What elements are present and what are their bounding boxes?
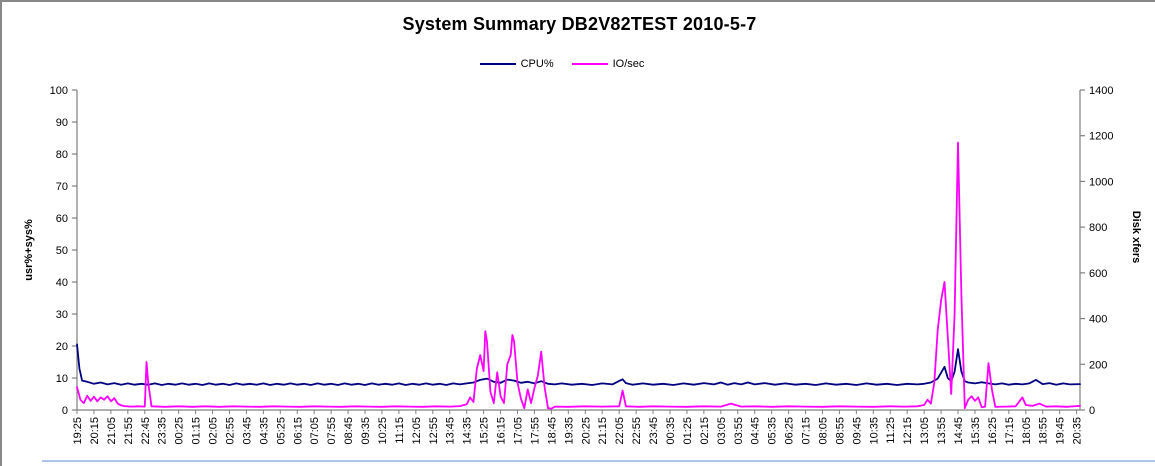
legend-item-io: IO/sec — [571, 58, 645, 70]
svg-text:20:15: 20:15 — [89, 417, 101, 445]
svg-text:05:25: 05:25 — [275, 417, 287, 445]
svg-text:14:35: 14:35 — [462, 417, 474, 445]
svg-text:18:55: 18:55 — [1038, 417, 1050, 445]
svg-text:03:05: 03:05 — [716, 417, 728, 445]
svg-text:02:55: 02:55 — [224, 417, 236, 445]
svg-text:03:55: 03:55 — [733, 417, 745, 445]
svg-text:17:15: 17:15 — [1004, 417, 1016, 445]
svg-text:08:45: 08:45 — [343, 417, 355, 445]
svg-text:100: 100 — [50, 85, 68, 97]
svg-text:0: 0 — [1089, 405, 1095, 417]
svg-text:18:45: 18:45 — [546, 417, 558, 445]
svg-text:19:45: 19:45 — [1055, 417, 1067, 445]
sheet-gridline — [42, 460, 1155, 462]
svg-text:11:15: 11:15 — [394, 417, 406, 444]
svg-text:400: 400 — [1089, 314, 1107, 326]
svg-text:21:05: 21:05 — [106, 417, 118, 445]
svg-text:20:25: 20:25 — [580, 417, 592, 445]
svg-text:16:15: 16:15 — [496, 417, 508, 445]
chart-title: System Summary DB2V82TEST 2010-5-7 — [402, 14, 757, 34]
svg-text:02:05: 02:05 — [208, 417, 220, 445]
svg-text:10: 10 — [56, 373, 68, 385]
svg-text:15:25: 15:25 — [479, 417, 491, 445]
svg-text:09:45: 09:45 — [851, 417, 863, 445]
svg-text:06:15: 06:15 — [292, 417, 304, 445]
svg-text:80: 80 — [56, 149, 68, 161]
svg-text:13:55: 13:55 — [936, 417, 948, 445]
svg-text:0: 0 — [62, 405, 68, 417]
svg-text:23:35: 23:35 — [157, 417, 169, 445]
svg-text:800: 800 — [1089, 222, 1107, 234]
svg-text:03:45: 03:45 — [241, 417, 253, 445]
svg-text:12:15: 12:15 — [902, 417, 914, 445]
svg-text:16:25: 16:25 — [987, 417, 999, 445]
svg-text:01:25: 01:25 — [682, 417, 694, 445]
svg-text:19:25: 19:25 — [72, 417, 84, 445]
svg-text:22:05: 22:05 — [614, 417, 626, 445]
svg-text:07:15: 07:15 — [801, 417, 813, 445]
svg-text:23:45: 23:45 — [648, 417, 660, 445]
svg-text:22:55: 22:55 — [631, 417, 643, 445]
svg-text:15:35: 15:35 — [970, 417, 982, 445]
svg-text:1400: 1400 — [1089, 85, 1113, 97]
svg-text:00:25: 00:25 — [174, 417, 186, 445]
svg-text:12:05: 12:05 — [411, 417, 423, 445]
svg-text:19:35: 19:35 — [563, 417, 575, 445]
svg-text:10:35: 10:35 — [868, 417, 880, 445]
svg-text:04:35: 04:35 — [258, 417, 270, 445]
svg-text:01:15: 01:15 — [191, 417, 203, 445]
svg-text:600: 600 — [1089, 268, 1107, 280]
svg-text:20:35: 20:35 — [1072, 417, 1084, 445]
svg-text:12:55: 12:55 — [428, 417, 440, 445]
svg-text:17:05: 17:05 — [513, 417, 525, 445]
svg-text:50: 50 — [56, 245, 68, 257]
svg-text:07:55: 07:55 — [326, 417, 338, 445]
svg-text:09:35: 09:35 — [360, 417, 372, 445]
svg-text:13:45: 13:45 — [445, 417, 457, 445]
legend-item-cpu: CPU% — [479, 58, 554, 70]
svg-text:04:45: 04:45 — [750, 417, 762, 445]
svg-text:08:05: 08:05 — [817, 417, 829, 445]
svg-text:10:25: 10:25 — [377, 417, 389, 445]
svg-text:14:45: 14:45 — [953, 417, 965, 445]
io-line-swatch — [571, 63, 608, 65]
legend-label-cpu: CPU% — [520, 58, 554, 70]
svg-text:08:55: 08:55 — [834, 417, 846, 445]
svg-text:20: 20 — [56, 341, 68, 353]
svg-text:90: 90 — [56, 117, 68, 129]
legend-label-io: IO/sec — [612, 58, 645, 70]
svg-text:21:15: 21:15 — [597, 417, 609, 445]
svg-text:17:55: 17:55 — [529, 417, 541, 445]
svg-text:1200: 1200 — [1089, 131, 1113, 143]
svg-text:02:15: 02:15 — [699, 417, 711, 445]
svg-text:07:05: 07:05 — [309, 417, 321, 445]
svg-text:21:55: 21:55 — [123, 417, 135, 445]
legend: CPU% IO/sec — [2, 58, 1122, 70]
svg-text:05:35: 05:35 — [767, 417, 779, 445]
svg-text:06:25: 06:25 — [784, 417, 796, 445]
cpu-line-swatch — [479, 63, 516, 65]
svg-text:11:25: 11:25 — [885, 417, 897, 444]
svg-text:18:05: 18:05 — [1021, 417, 1033, 445]
svg-text:22:45: 22:45 — [140, 417, 152, 445]
svg-text:40: 40 — [56, 277, 68, 289]
svg-text:30: 30 — [56, 309, 68, 321]
svg-text:60: 60 — [56, 213, 68, 225]
svg-text:1000: 1000 — [1089, 176, 1113, 188]
svg-text:13:05: 13:05 — [919, 417, 931, 445]
svg-text:00:35: 00:35 — [665, 417, 677, 445]
svg-text:70: 70 — [56, 181, 68, 193]
svg-text:200: 200 — [1089, 359, 1107, 371]
